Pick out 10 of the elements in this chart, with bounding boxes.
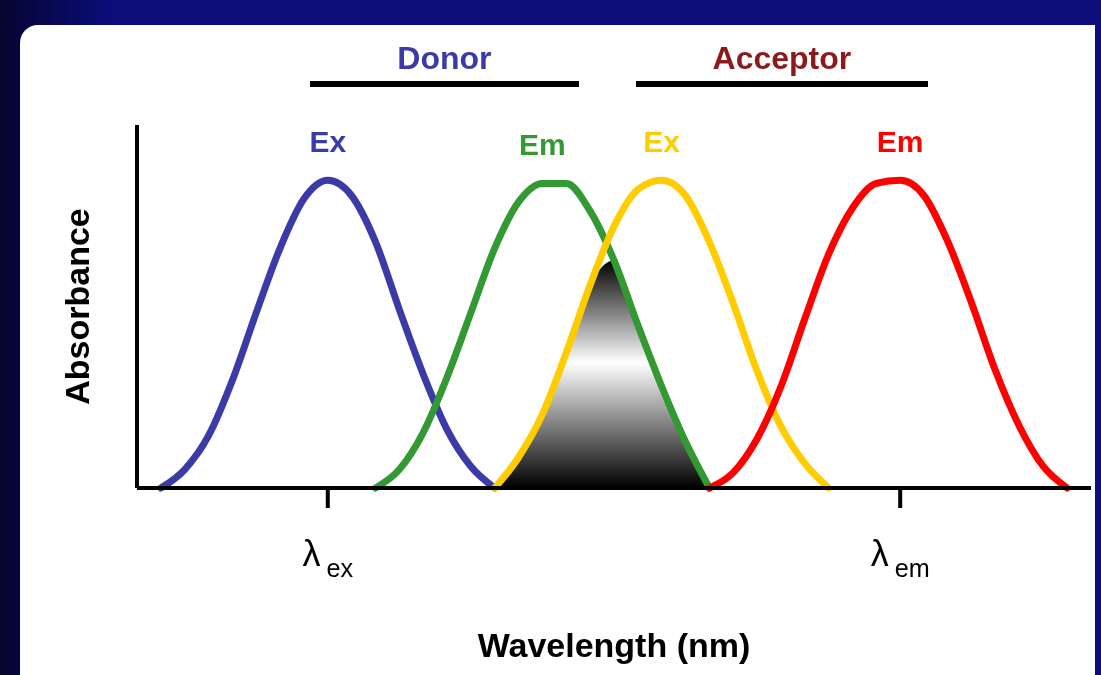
text: Acceptor [711, 40, 853, 76]
y-axis-title: Absorbance [58, 208, 97, 405]
x-axis-title: Wavelength (nm) [477, 626, 751, 664]
series-label: Ex [309, 125, 347, 159]
x-tick-label: λ$_{em}$ [870, 533, 930, 583]
series-label: Ex [643, 125, 681, 159]
x-tick-label: λ$_{ex}$ [302, 533, 354, 583]
series-label: Em [876, 125, 924, 159]
text: Donor [396, 40, 493, 76]
series-label: Em [519, 128, 566, 162]
